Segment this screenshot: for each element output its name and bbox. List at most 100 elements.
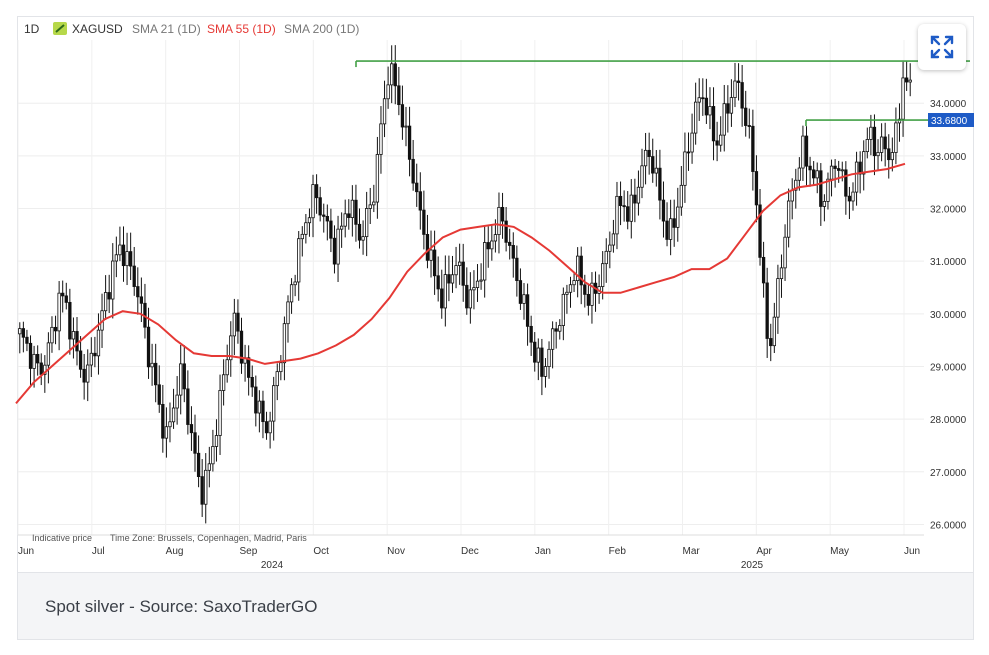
x-tick-label: Feb (609, 546, 627, 557)
candle-body (257, 400, 262, 414)
symbol-label[interactable]: XAGUSD (72, 22, 123, 36)
candle-body (182, 363, 186, 390)
candle-body (797, 167, 802, 181)
candle-body (518, 280, 523, 304)
candle-body (815, 170, 819, 179)
candle-body (497, 206, 501, 236)
candle-body (722, 103, 726, 136)
candle-body (726, 103, 730, 114)
timeframe-label[interactable]: 1D (24, 22, 40, 36)
candle-body (161, 403, 165, 439)
candle-body (407, 125, 412, 160)
candle-body (568, 284, 573, 293)
y-tick-label: 29.0000 (930, 362, 967, 373)
candle-body (525, 294, 530, 327)
candle-body (28, 342, 33, 369)
candle-body (876, 152, 880, 157)
candle-body (683, 151, 687, 186)
candle-body (32, 353, 36, 369)
y-tick-label: 33.0000 (930, 152, 967, 163)
candle-body (450, 274, 455, 284)
candle-body (343, 213, 347, 227)
candle-body (897, 118, 902, 124)
candle-body (68, 301, 72, 340)
candle-body (415, 182, 419, 193)
x-tick-label: Jun (18, 546, 34, 557)
x-tick-label: Apr (756, 546, 772, 557)
candle-body (372, 201, 376, 206)
x-tick-label: Jun (904, 546, 920, 557)
y-tick-label: 30.0000 (930, 310, 967, 321)
candle-body (636, 186, 641, 204)
candle-body (826, 178, 830, 202)
candle-body (78, 350, 83, 370)
candle-body (804, 135, 809, 167)
x-tick-label: Jan (535, 546, 551, 557)
x-tick-label: Sep (240, 546, 258, 557)
candle-body (508, 241, 512, 246)
candle-body (862, 151, 866, 175)
candle-body (812, 169, 816, 179)
candle-body (314, 184, 319, 199)
candle-body (529, 325, 533, 343)
year-label: 2024 (261, 560, 284, 571)
candle-body (819, 170, 823, 207)
sma21-label[interactable]: SMA 21 (1D) (132, 22, 201, 36)
candle-body (75, 331, 79, 352)
silver-instrument-icon (53, 22, 67, 35)
expand-button[interactable] (918, 24, 966, 70)
candle-body (887, 148, 891, 161)
candle-body (647, 149, 651, 157)
current-price-label: 33.6800 (931, 116, 968, 127)
candle-body (608, 244, 612, 252)
sma55-label[interactable]: SMA 55 (1D) (207, 22, 276, 36)
candle-body (204, 469, 208, 505)
candle-body (851, 191, 855, 202)
candle-body (719, 134, 723, 146)
sma55-line (15, 162, 906, 405)
candle-body (247, 357, 251, 378)
candle-body (18, 328, 22, 335)
candle-body (776, 278, 780, 318)
candle-body (740, 82, 744, 109)
candle-body (86, 364, 90, 383)
candle-body (837, 168, 841, 171)
candle-body (468, 289, 473, 309)
candle-body (744, 107, 748, 126)
candle-body (218, 390, 222, 436)
x-tick-label: Aug (166, 546, 184, 557)
candle-body (479, 279, 483, 282)
candle-body (361, 236, 365, 241)
candle-body (583, 284, 587, 295)
candle-body (393, 63, 397, 87)
candle-body (629, 194, 633, 222)
candle-body (272, 385, 276, 422)
candle-body (103, 292, 108, 312)
candle-body (325, 215, 329, 222)
y-tick-label: 32.0000 (930, 205, 967, 216)
candle-body (540, 347, 544, 377)
candle-body (504, 220, 508, 243)
candle-body (658, 167, 662, 201)
candle-body (375, 154, 380, 203)
candle-body (651, 156, 655, 174)
candle-body (668, 218, 673, 240)
candle-body (386, 84, 390, 100)
year-label: 2025 (741, 560, 764, 571)
candle-body (89, 352, 93, 366)
candle-body (432, 249, 437, 277)
candle-body (53, 326, 58, 332)
candle-body (786, 200, 791, 238)
candle-body (114, 254, 118, 262)
sma200-label[interactable]: SMA 200 (1D) (284, 22, 359, 36)
candle-body (21, 328, 26, 338)
candle-body (457, 261, 462, 266)
candle-body (579, 255, 583, 286)
candle-body (307, 217, 312, 224)
candle-body (193, 432, 197, 454)
candle-body (615, 195, 619, 235)
candle-body (418, 191, 422, 211)
candle-body (515, 257, 519, 281)
candle-body (71, 331, 76, 340)
